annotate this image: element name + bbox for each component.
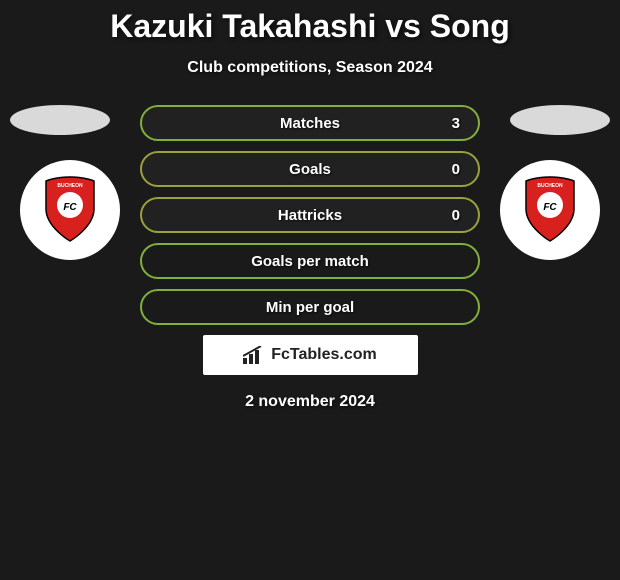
stat-row-min-per-goal: Min per goal [140, 289, 480, 325]
stat-label: Hattricks [278, 207, 342, 224]
stat-label: Min per goal [266, 299, 354, 316]
svg-text:BUCHEON: BUCHEON [537, 183, 563, 189]
comparison-area: FC BUCHEON FC BUCHEON Matches 3 Goals 0 … [0, 105, 620, 411]
stat-row-matches: Matches 3 [140, 105, 480, 141]
stat-row-goals-per-match: Goals per match [140, 243, 480, 279]
stats-list: Matches 3 Goals 0 Hattricks 0 Goals per … [140, 105, 480, 325]
subtitle: Club competitions, Season 2024 [0, 59, 620, 77]
team-logo-left: FC BUCHEON [20, 160, 120, 260]
stat-label: Goals [289, 161, 331, 178]
shield-icon: FC BUCHEON [520, 175, 580, 245]
svg-text:FC: FC [543, 202, 557, 213]
stat-value: 0 [452, 207, 460, 224]
stat-label: Matches [280, 115, 340, 132]
stat-value: 3 [452, 115, 460, 132]
watermark-text: FcTables.com [271, 346, 377, 364]
page-title: Kazuki Takahashi vs Song [0, 0, 620, 45]
player-right-oval [510, 105, 610, 135]
svg-text:BUCHEON: BUCHEON [57, 183, 83, 189]
stat-row-hattricks: Hattricks 0 [140, 197, 480, 233]
watermark: FcTables.com [203, 335, 418, 375]
svg-text:FC: FC [63, 202, 77, 213]
chart-icon [243, 346, 265, 364]
shield-icon: FC BUCHEON [40, 175, 100, 245]
date-text: 2 november 2024 [0, 393, 620, 411]
stat-row-goals: Goals 0 [140, 151, 480, 187]
player-left-oval [10, 105, 110, 135]
team-logo-right: FC BUCHEON [500, 160, 600, 260]
stat-value: 0 [452, 161, 460, 178]
stat-label: Goals per match [251, 253, 369, 270]
